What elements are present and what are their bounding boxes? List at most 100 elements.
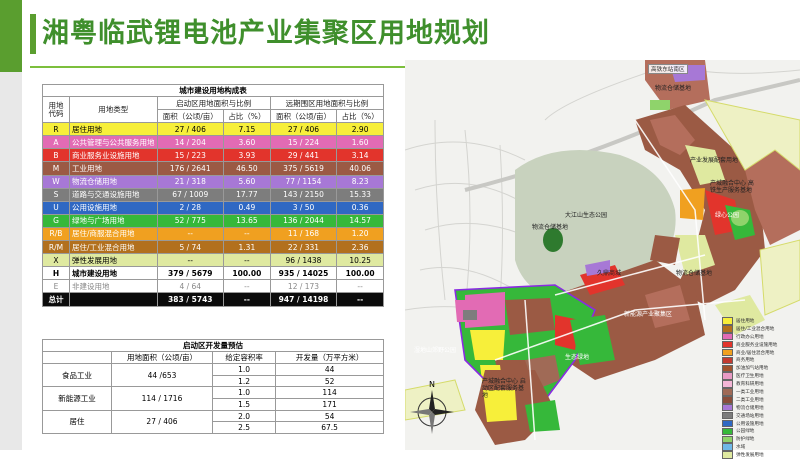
t2-dev: 67.5 (275, 421, 384, 435)
header-pct2: 占比（%） (336, 109, 384, 124)
legend-swatch (722, 356, 733, 365)
map-label-service-center: 产城融合中心 高铁生产服务基地 (710, 180, 754, 194)
table-cell-a2: 15 / 224 (269, 135, 338, 150)
table-cell-a2: 12 / 173 (269, 279, 338, 294)
table-cell-p1: 3.60 (223, 135, 271, 150)
table-cell-p1: 7.15 (223, 122, 271, 137)
table-row: S 道路与交通设施用地 67 / 1009 17.77 143 / 2150 15.33 (42, 187, 384, 202)
map-label-south-center: 产城融合中心 启动区配套服务基地 (482, 378, 526, 399)
land-use-composition-table: 城市建设用地构成表 用地代码 用地类型 启动区用地面积与比例 远期围区用地面积与… (42, 84, 385, 307)
table-cell-a1: -- (156, 226, 225, 242)
table-cell-p2: 40.06 (336, 161, 384, 176)
table-cell-p2: 3.14 (336, 148, 384, 163)
t2-header-far: 给定容积率 (211, 351, 277, 364)
table-cell-name (69, 292, 158, 307)
t2-area: 44 /653 (111, 362, 213, 388)
table-cell-p1: -- (223, 226, 271, 242)
legend-item: 商业服务业设施用地 (722, 340, 800, 349)
table-cell-code: W (42, 174, 70, 189)
legend-label: 加油加气站用地 (736, 366, 769, 372)
table-cell-p2: -- (336, 279, 384, 294)
table-cell-a1: 379 / 5679 (156, 266, 225, 281)
table-cell-p1: -- (223, 292, 271, 307)
legend-swatch (722, 419, 733, 428)
header-group2: 远期围区用地面积与比例 (269, 95, 385, 111)
table-cell-a2: 11 / 168 (269, 226, 338, 242)
legend-label: 医疗卫生用地 (736, 374, 764, 380)
table-cell-a2: 935 / 14025 (269, 266, 338, 281)
table-cell-p1: 5.60 (223, 174, 271, 189)
table-cell-name: 公共管理与公共服务用地 (69, 135, 158, 150)
table-cell-code: B (42, 148, 70, 163)
table-cell-name: 道路与交通设施用地 (69, 187, 158, 202)
legend-item: 防护绿地 (722, 435, 800, 444)
table-cell-a1: 176 / 2641 (156, 161, 225, 176)
legend-swatch (722, 348, 733, 357)
table-cell-name: 非建设用地 (69, 279, 158, 294)
table-caption: 城市建设用地构成表 (42, 84, 384, 97)
table2-row: 食品工业 44 /653 1.0 44 (42, 362, 384, 388)
table2-row: 居住 27 / 406 2.0 54 (42, 409, 384, 435)
table-cell-code: E (42, 279, 70, 294)
map-label-logistics3: 物流仓储基地 (532, 224, 569, 231)
legend-label: 商务用地 (736, 358, 755, 364)
table-cell-name: 城市建设用地 (69, 266, 158, 281)
table-cell-p2: 1.60 (336, 135, 384, 150)
map-label-newenergy: 新能源产业聚集区 (624, 311, 673, 318)
table-cell-p1: -- (223, 279, 271, 294)
legend-swatch (722, 396, 733, 404)
legend-swatch (722, 435, 733, 444)
table-cell-code: X (42, 253, 70, 268)
table-cell-a1: 14 / 204 (156, 135, 225, 150)
table-row: R/B 居住/商服混合用地 -- -- 11 / 168 1.20 (42, 226, 384, 242)
legend-swatch (722, 340, 733, 349)
table-cell-p1: 13.65 (223, 213, 271, 228)
map-label-hsr: 高铁东站南区 (648, 64, 688, 74)
legend-label: 公园绿地 (736, 429, 755, 435)
table-cell-a1: 27 / 406 (156, 122, 225, 137)
legend-swatch (722, 332, 733, 341)
table-cell-a2: 27 / 406 (269, 122, 338, 137)
table-cell-a2: 77 / 1154 (269, 174, 338, 189)
table-cell-a1: 15 / 223 (156, 148, 225, 163)
table-cell-p2: 0.36 (336, 200, 384, 215)
table-cell-name: 工业用地 (69, 161, 158, 176)
legend-label: 居住用地 (736, 318, 755, 324)
table-cell-p2: 10.25 (336, 253, 384, 268)
legend-item: 教育科研用地 (722, 380, 800, 388)
legend-item: 居住/工业混合用地 (722, 325, 800, 333)
table-cell-p2: 1.20 (336, 226, 384, 242)
legend-item: 商务用地 (722, 356, 800, 365)
table-cell-a2: 3 / 50 (269, 200, 338, 215)
header-pct1: 占比（%） (223, 109, 271, 124)
table-cell-a1: 2 / 28 (156, 200, 225, 215)
table-cell-name: 商业服务业设施用地 (69, 148, 158, 163)
t2-far: 1.5 (211, 398, 277, 411)
legend-item: 一类工业用地 (722, 388, 800, 396)
header-group1: 启动区用地面积与比例 (156, 95, 271, 111)
table-cell-p1: -- (223, 253, 271, 268)
t2-far: 1.2 (211, 374, 277, 388)
table-row: A 公共管理与公共服务用地 14 / 204 3.60 15 / 224 1.60 (42, 135, 384, 150)
legend-label: 交通场站用地 (736, 413, 764, 419)
legend-swatch (722, 372, 733, 380)
header-area1: 面积（公顷/亩） (156, 109, 225, 124)
legend-label: 商业/居住混合用地 (736, 350, 775, 356)
legend-label: 商业服务业设施用地 (736, 342, 778, 348)
t2-far: 1.0 (211, 363, 277, 376)
table-row: B 商业服务业设施用地 15 / 223 3.93 29 / 441 3.14 (42, 148, 384, 163)
table-row: 总计 383 / 5743 -- 947 / 14198 -- (42, 292, 384, 307)
table-row: G 绿地与广场用地 52 / 775 13.65 136 / 2044 14.57 (42, 213, 384, 228)
table-cell-name: 居住/工业混合用地 (69, 240, 158, 255)
legend-swatch (722, 325, 733, 333)
table-cell-p2: 2.90 (336, 122, 384, 137)
table-row: M 工业用地 176 / 2641 46.50 375 / 5619 40.06 (42, 161, 384, 176)
legend-item: 二类工业用地 (722, 396, 800, 404)
t2-header-blank (42, 351, 112, 364)
t2-header-area: 用地面积（公顷/亩） (111, 351, 213, 364)
legend-label: 防护绿地 (736, 437, 755, 443)
compass-icon: N (410, 380, 454, 434)
legend-item: 商业/居住混合用地 (722, 348, 800, 357)
legend-label: 一类工业用地 (736, 389, 764, 395)
t2-dev: 114 (275, 386, 384, 400)
